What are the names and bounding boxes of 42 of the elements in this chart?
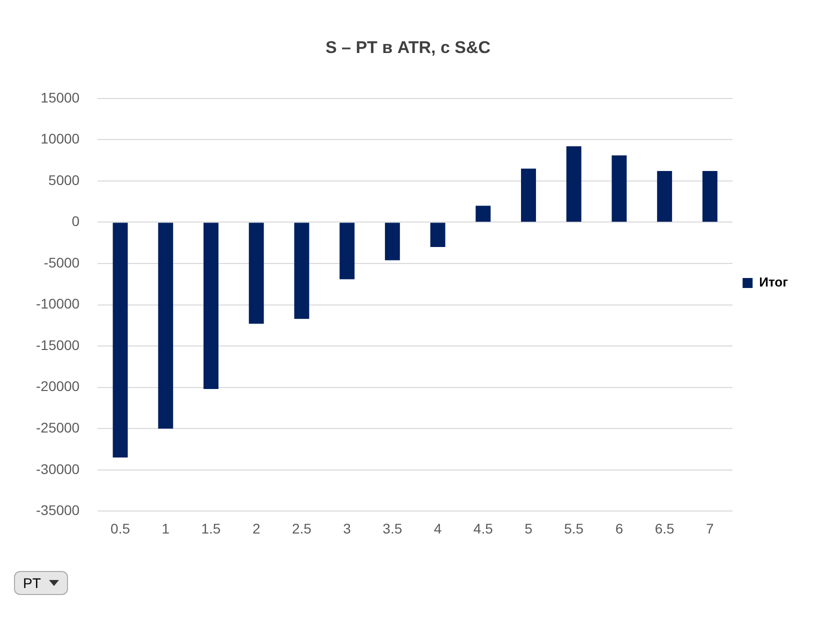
y-tick-label: -10000 xyxy=(36,296,80,312)
bar xyxy=(702,171,718,222)
y-tick-label: -30000 xyxy=(36,460,80,477)
x-tick-label: 4.5 xyxy=(473,520,494,536)
bar xyxy=(248,222,264,324)
y-tick-label: 10000 xyxy=(40,130,80,147)
bar xyxy=(204,222,218,390)
bar xyxy=(430,222,446,248)
x-tick-label: 4 xyxy=(434,520,442,536)
x-tick-label: 1.5 xyxy=(201,520,221,536)
bar xyxy=(384,222,400,260)
bar xyxy=(566,146,582,222)
x-tick-label: 2.5 xyxy=(292,520,312,536)
x-tick-label: 5.5 xyxy=(564,520,584,536)
x-tick-label: 1 xyxy=(162,520,170,536)
y-tick-label: 15000 xyxy=(40,89,80,106)
bar xyxy=(294,222,310,319)
y-tick-label: 5000 xyxy=(48,172,80,188)
field-button: PT xyxy=(14,571,68,595)
y-tick-label: -20000 xyxy=(36,378,80,394)
x-tick-label: 0.5 xyxy=(110,520,130,536)
x-tick-label: 6 xyxy=(615,520,624,536)
bar xyxy=(612,155,627,222)
x-tick-label: 7 xyxy=(706,520,714,536)
bar xyxy=(340,222,355,280)
x-tick-label: 6.5 xyxy=(654,520,675,536)
bar xyxy=(158,222,174,429)
y-tick-label: -35000 xyxy=(36,502,80,518)
y-tick-label: -25000 xyxy=(36,420,80,436)
bar xyxy=(112,222,128,458)
chart-title: S – PT в ATR, с S&C xyxy=(325,38,491,57)
x-tick-label: 5 xyxy=(524,520,533,536)
bar xyxy=(476,206,491,222)
legend-label: Итог xyxy=(759,274,789,290)
y-tick-label: -15000 xyxy=(36,336,80,353)
y-tick-label: 0 xyxy=(72,213,80,230)
y-tick-label: -5000 xyxy=(44,254,80,270)
bar xyxy=(657,171,672,222)
x-tick-label: 3 xyxy=(343,520,352,536)
bar xyxy=(521,168,536,222)
x-tick-label: 3.5 xyxy=(382,520,402,536)
x-tick-label: 2 xyxy=(252,520,260,536)
